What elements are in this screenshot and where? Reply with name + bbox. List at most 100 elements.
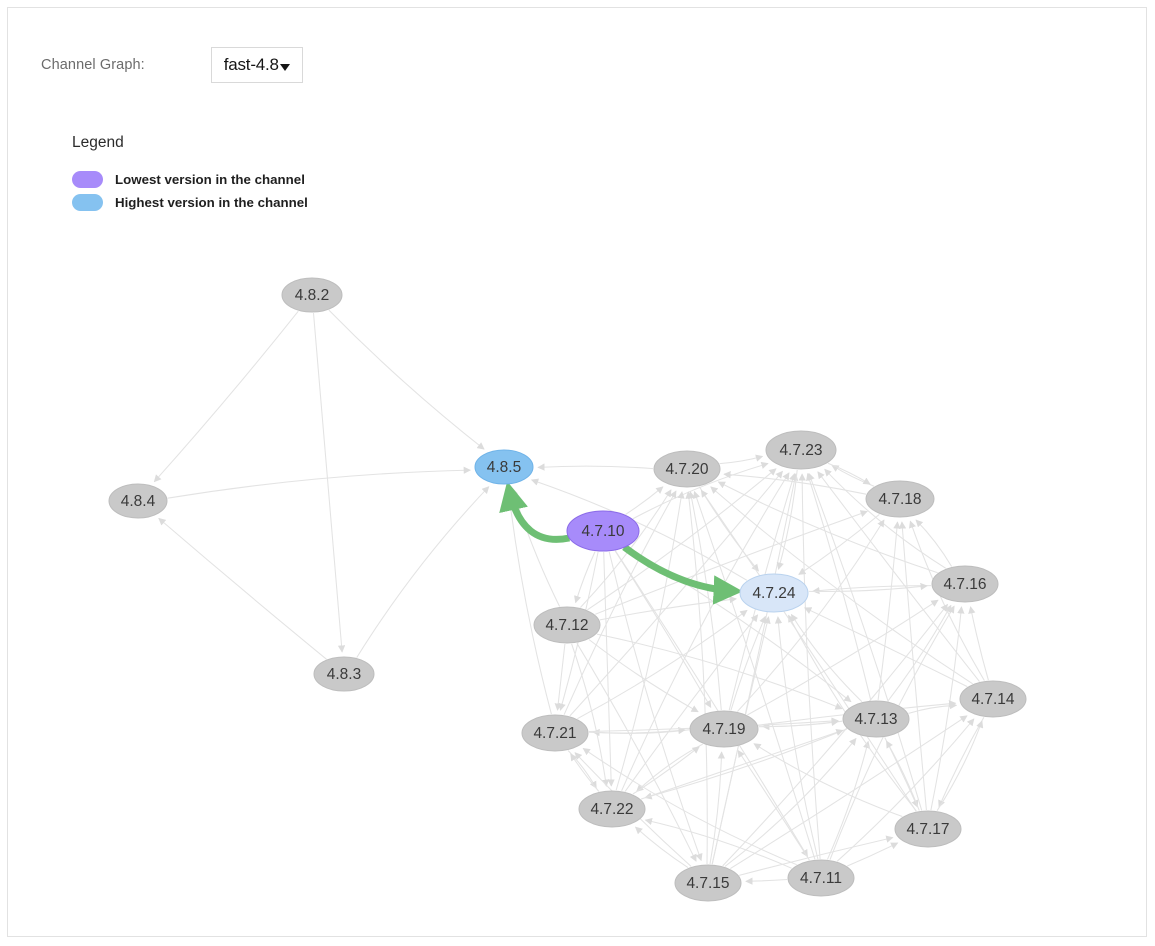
channel-select-value: fast-4.8 [223, 55, 279, 74]
graph-edge [758, 718, 839, 728]
graph-edge [847, 842, 899, 867]
graph-node-4.7.15[interactable]: 4.7.15 [674, 864, 742, 902]
graph-node-4.7.13[interactable]: 4.7.13 [842, 700, 910, 738]
graph-edge [808, 582, 928, 593]
graph-edge [930, 606, 965, 811]
graph-edge [644, 817, 792, 869]
graph-edge [570, 753, 600, 792]
channel-select-wrap: fast-4.8 [210, 47, 303, 83]
graph-edge [537, 463, 654, 471]
graph-node-4.7.20[interactable]: 4.7.20 [653, 450, 721, 488]
graph-node-4.7.16[interactable]: 4.7.16 [931, 565, 999, 603]
graph-edge [730, 615, 767, 711]
channel-graph-canvas[interactable]: 4.8.2 4.8.4 4.8.3 4.8.5 4.7.10 4.7.20 4.7.23 4.… [8, 8, 1155, 946]
graph-edge [624, 614, 759, 792]
graph-node-4.7.10[interactable]: 4.7.10 [566, 510, 640, 552]
graph-edge [640, 728, 844, 800]
channel-graph-controls: Channel Graph: fast-4.8 [41, 40, 303, 90]
graph-node-4.7.24[interactable]: 4.7.24 [739, 573, 809, 613]
node-shape[interactable] [894, 810, 962, 848]
graph-edge-highlight [622, 544, 743, 605]
node-shape[interactable] [521, 714, 589, 752]
graph-edge [831, 464, 875, 487]
graph-edge [554, 643, 566, 711]
graph-edge [806, 472, 872, 701]
graph-node-4.8.4[interactable]: 4.8.4 [108, 483, 168, 519]
graph-edge [827, 462, 871, 485]
node-shape[interactable] [787, 859, 855, 897]
graph-edge [582, 747, 797, 866]
graph-node-4.8.5[interactable]: 4.8.5 [474, 449, 534, 485]
graph-edge [688, 491, 722, 711]
node-shape[interactable] [865, 480, 935, 518]
graph-edge [968, 606, 989, 681]
graph-edge [886, 740, 920, 811]
graph-edge [574, 551, 596, 604]
node-shape[interactable] [533, 606, 601, 644]
graph-node-4.7.21[interactable]: 4.7.21 [521, 714, 589, 752]
graph-edge [621, 472, 790, 792]
legend-label-highest: Highest version in the channel [115, 195, 308, 210]
legend-label-lowest: Lowest version in the channel [115, 172, 305, 187]
graph-node-4.7.11[interactable]: 4.7.11 [787, 859, 855, 897]
graph-node-4.7.18[interactable]: 4.7.18 [865, 480, 935, 518]
node-shape[interactable] [842, 700, 910, 738]
channel-graph-label: Channel Graph: [41, 57, 145, 73]
node-shape[interactable] [959, 680, 1027, 718]
graph-edge [614, 550, 808, 858]
graph-edge [804, 607, 968, 688]
graph-edge [887, 604, 952, 702]
graph-node-4.7.14[interactable]: 4.7.14 [959, 680, 1027, 718]
graph-edge [505, 488, 552, 715]
graph-node-4.8.3[interactable]: 4.8.3 [313, 656, 375, 692]
graph-node-4.7.22[interactable]: 4.7.22 [578, 790, 646, 828]
graph-edge [563, 490, 677, 715]
graph-edge [898, 521, 927, 811]
node-shape[interactable] [931, 565, 999, 603]
legend-swatch-highest-icon [72, 194, 103, 211]
graph-edge [644, 728, 848, 800]
channel-select[interactable]: fast-4.8 [210, 47, 303, 83]
channel-graph-panel: Channel Graph: fast-4.8 Legend Lowest ve… [7, 7, 1147, 937]
graph-edge [596, 633, 843, 710]
graph-edge [632, 746, 700, 795]
node-shape[interactable] [689, 710, 759, 748]
graph-edge [312, 312, 346, 653]
graph-edge [722, 603, 948, 867]
graph-edge [615, 491, 685, 791]
graph-node-4.8.2[interactable]: 4.8.2 [281, 277, 343, 313]
graph-edge [569, 470, 783, 717]
node-shape[interactable] [739, 573, 809, 613]
graph-node-4.7.23[interactable]: 4.7.23 [765, 430, 837, 470]
graph-edge [936, 720, 984, 811]
graph-edge [798, 473, 821, 860]
graph-edge [588, 639, 699, 713]
node-shape[interactable] [653, 450, 721, 488]
graph-edge [737, 519, 885, 712]
graph-node-4.7.19[interactable]: 4.7.19 [689, 710, 759, 748]
graph-node-4.7.17[interactable]: 4.7.17 [894, 810, 962, 848]
graph-edge [884, 737, 919, 808]
graph-edge [710, 486, 973, 685]
graph-node-4.7.12[interactable]: 4.7.12 [533, 606, 601, 644]
graph-edge [634, 826, 689, 869]
graph-edge [717, 481, 938, 574]
graph-edge [737, 749, 810, 861]
node-shape[interactable] [566, 510, 640, 552]
node-shape[interactable] [578, 790, 646, 828]
graph-edge [608, 551, 703, 862]
node-shape[interactable] [474, 449, 534, 485]
graph-edge [167, 466, 472, 499]
node-shape[interactable] [281, 277, 343, 313]
graph-edge [915, 519, 953, 567]
node-shape[interactable] [765, 430, 837, 470]
graph-edge [753, 743, 903, 817]
node-shape[interactable] [108, 483, 168, 519]
node-shape[interactable] [313, 656, 375, 692]
graph-edge [588, 726, 686, 735]
node-shape[interactable] [674, 864, 742, 902]
legend-title: Legend [72, 134, 124, 151]
graph-edge [587, 468, 777, 611]
graph-edge [817, 471, 980, 682]
